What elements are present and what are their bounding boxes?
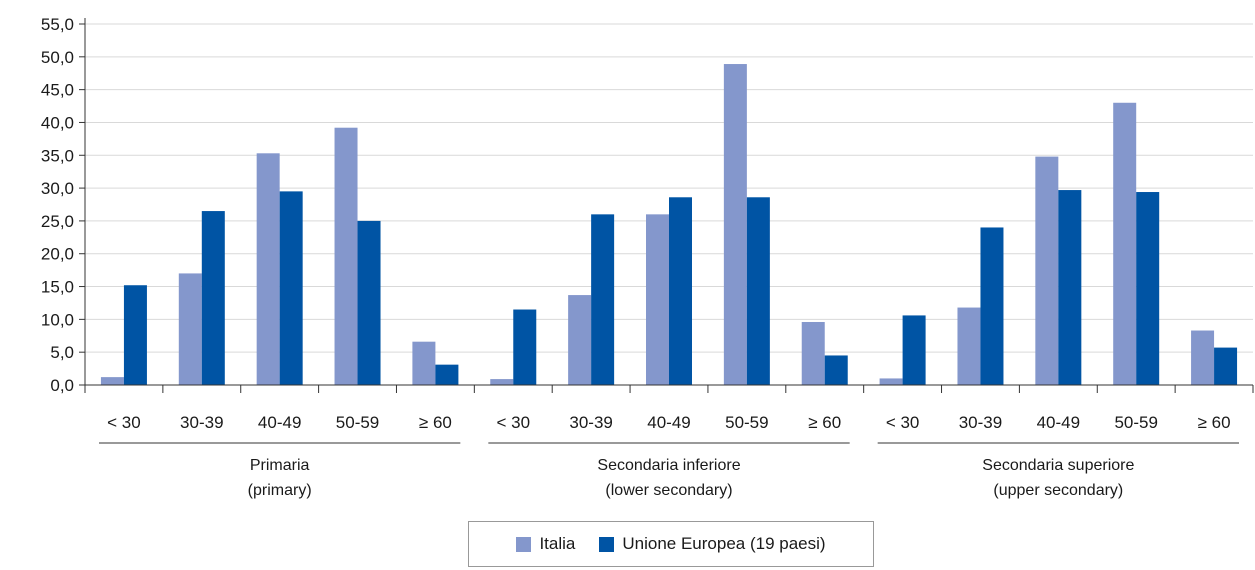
x-tick-label: 40-49 [1037, 413, 1080, 432]
bar-italia [412, 341, 436, 385]
bar-italia [256, 153, 280, 385]
x-tick-label: 50-59 [336, 413, 379, 432]
x-tick-label: < 30 [886, 413, 920, 432]
x-tick-label: 40-49 [647, 413, 690, 432]
legend-swatch-italia [516, 536, 532, 552]
group-label: Primaria [250, 457, 310, 474]
bar-unione-europea [902, 315, 926, 385]
y-tick-label: 0,0 [50, 376, 74, 395]
y-tick-label: 45,0 [41, 81, 74, 100]
bar-italia [100, 377, 124, 385]
bar-unione-europea [357, 220, 381, 385]
legend-item-ue: Unione Europea (19 paesi) [599, 534, 826, 554]
bar-italia [334, 127, 358, 386]
x-tick-label: ≥ 60 [1198, 413, 1231, 432]
bar-unione-europea [746, 197, 770, 385]
bar-italia [646, 214, 669, 385]
group-labels: Primaria (primary) Secondaria inferiore (lo… [99, 442, 1239, 499]
x-tick-label: 50-59 [1114, 413, 1157, 432]
bar-italia [957, 307, 981, 385]
x-tick-label: 30-39 [180, 413, 223, 432]
y-tick-label: 50,0 [41, 48, 74, 67]
bar-unione-europea [513, 309, 537, 385]
group-label: Secondaria superiore [982, 457, 1134, 474]
group-sublabel: (lower secondary) [605, 482, 732, 499]
bar-italia [1113, 102, 1137, 385]
y-tick-label: 5,0 [50, 343, 74, 362]
x-tick-label: < 30 [107, 413, 141, 432]
axes [84, 18, 1253, 386]
legend: Italia Unione Europea (19 paesi) [468, 521, 874, 567]
bar-italia [568, 295, 592, 385]
y-tick-label: 25,0 [41, 212, 74, 231]
bar-unione-europea [279, 191, 303, 385]
bar-unione-europea [1136, 192, 1160, 385]
bar-unione-europea [980, 227, 1004, 385]
bar-italia [723, 64, 747, 386]
bar-unione-europea [1214, 347, 1238, 385]
x-tick-label: < 30 [496, 413, 530, 432]
group-sublabel: (upper secondary) [993, 482, 1123, 499]
x-tick-label: 50-59 [725, 413, 768, 432]
y-tick-label: 35,0 [41, 146, 74, 165]
y-tick-label: 55,0 [41, 15, 74, 34]
bar-chart: 0,0 5,0 10,0 15,0 20,0 25,0 30,0 35,0 40,0 45,0 50… [41, 15, 1254, 499]
y-tick-label: 15,0 [41, 278, 74, 297]
group-sublabel: (primary) [248, 482, 312, 499]
y-tick-label: 30,0 [41, 179, 74, 198]
bar-italia [1191, 330, 1215, 385]
bar-unione-europea [201, 211, 225, 385]
bar-italia [801, 321, 825, 385]
y-axis-ticks: 0,0 5,0 10,0 15,0 20,0 25,0 30,0 35,0 40,0 45,0 50… [41, 15, 85, 395]
bar-unione-europea [591, 214, 615, 385]
bar-unione-europea [1058, 190, 1082, 385]
x-tick-label: 30-39 [959, 413, 1002, 432]
x-axis-ticks: < 30 30-39 40-49 50-59 ≥ 60 < 30 30-39 40-49 50-… [84, 385, 1254, 432]
legend-swatch-ue [599, 536, 615, 552]
legend-item-italia: Italia [516, 534, 575, 554]
bar-unione-europea [123, 285, 147, 385]
x-tick-label: 30-39 [569, 413, 612, 432]
bar-unione-europea [435, 364, 459, 385]
legend-label-italia: Italia [539, 534, 576, 553]
bar-unione-europea [669, 197, 692, 385]
bar-italia [490, 379, 514, 385]
legend-label-ue: Unione Europea (19 paesi) [622, 534, 826, 553]
bars [100, 64, 1238, 386]
group-label: Secondaria inferiore [597, 457, 740, 474]
bar-unione-europea [824, 355, 848, 385]
y-tick-label: 20,0 [41, 245, 74, 264]
bar-italia [178, 273, 202, 385]
x-tick-label: 40-49 [258, 413, 301, 432]
y-tick-label: 40,0 [41, 113, 74, 132]
x-tick-label: ≥ 60 [419, 413, 452, 432]
bar-italia [1035, 156, 1059, 385]
bar-italia [879, 378, 903, 385]
x-tick-label: ≥ 60 [808, 413, 841, 432]
y-tick-label: 10,0 [41, 310, 74, 329]
